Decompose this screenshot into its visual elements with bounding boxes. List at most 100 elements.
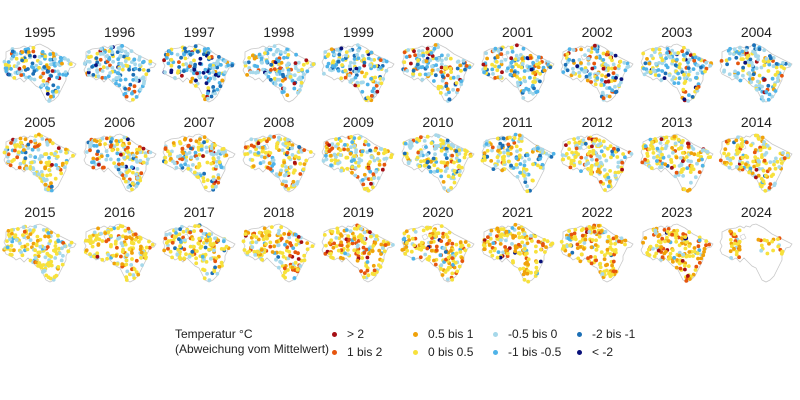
station-point: [609, 51, 614, 56]
station-point: [599, 229, 604, 233]
station-point: [498, 52, 503, 56]
station-point: [579, 61, 584, 65]
station-point: [551, 151, 556, 156]
station-point: [25, 247, 30, 252]
station-point: [6, 152, 11, 157]
station-point: [197, 74, 202, 79]
station-point: [166, 246, 171, 251]
station-point: [663, 71, 668, 76]
station-point: [603, 188, 608, 192]
station-point: [642, 72, 647, 77]
station-point: [409, 249, 414, 254]
station-point: [505, 151, 510, 156]
station-point: [268, 244, 272, 249]
station-point: [213, 143, 218, 148]
station-point: [606, 175, 611, 180]
station-point: [757, 173, 761, 178]
state-outline: [321, 133, 395, 193]
station-point: [296, 155, 301, 160]
station-point: [587, 225, 592, 229]
station-point: [110, 59, 115, 64]
station-point: [611, 62, 616, 67]
station-point: [359, 153, 364, 157]
station-point: [113, 242, 118, 246]
station-point: [99, 257, 104, 262]
station-point: [110, 65, 114, 70]
station-point: [230, 63, 235, 68]
station-point: [199, 144, 204, 148]
station-point: [695, 153, 700, 157]
station-point: [506, 159, 511, 164]
station-point: [765, 251, 770, 256]
station-point: [751, 171, 755, 176]
station-point: [451, 75, 456, 80]
station-point: [692, 58, 696, 63]
station-point: [579, 47, 584, 52]
station-point: [591, 148, 596, 153]
station-point: [349, 145, 354, 150]
station-point: [446, 53, 450, 58]
station-point: [522, 163, 526, 168]
station-point: [381, 77, 386, 81]
station-point: [729, 256, 734, 260]
station-point: [449, 70, 453, 74]
station-point: [605, 250, 610, 255]
station-point: [456, 74, 461, 79]
station-point: [124, 94, 129, 99]
station-point: [753, 150, 758, 155]
station-point: [345, 155, 350, 160]
station-point: [330, 158, 334, 163]
station-point: [445, 149, 449, 154]
station-point: [444, 232, 448, 237]
station-point: [20, 253, 25, 258]
station-point: [105, 66, 109, 70]
station-point: [181, 62, 186, 67]
station-point: [177, 65, 182, 69]
station-point: [686, 93, 691, 97]
station-point: [264, 139, 269, 144]
station-point: [171, 141, 176, 145]
station-point: [609, 155, 614, 160]
station-point: [363, 241, 367, 246]
station-point: [347, 237, 352, 242]
station-point: [703, 243, 708, 248]
station-point: [594, 158, 599, 162]
station-point: [439, 65, 444, 70]
station-point: [90, 165, 95, 170]
station-point: [355, 80, 360, 85]
station-point: [367, 251, 372, 256]
station-point: [592, 61, 597, 66]
station-point: [727, 57, 732, 61]
station-point: [775, 62, 779, 66]
station-point: [180, 73, 184, 78]
station-point: [535, 89, 539, 94]
station-point: [23, 156, 28, 161]
panel-year-label: 2016: [104, 204, 136, 220]
station-point: [688, 159, 693, 164]
station-point: [607, 94, 612, 99]
station-point: [294, 242, 298, 247]
station-point: [481, 243, 486, 247]
station-point: [610, 66, 615, 71]
bremen-outline: [739, 233, 747, 241]
station-point: [439, 267, 443, 271]
station-point: [402, 151, 407, 156]
station-point: [339, 46, 344, 51]
station-point: [266, 74, 271, 79]
station-point: [505, 142, 510, 147]
station-point: [269, 62, 273, 67]
station-point: [528, 234, 533, 238]
station-point: [445, 166, 449, 171]
station-point: [760, 243, 765, 248]
station-point: [612, 146, 616, 151]
station-point: [684, 51, 689, 56]
station-point: [118, 78, 123, 82]
station-point: [202, 140, 207, 145]
station-point: [562, 244, 566, 249]
station-point: [354, 166, 358, 170]
station-point: [665, 229, 670, 234]
station-point: [702, 69, 707, 74]
station-point: [205, 139, 210, 143]
station-point: [483, 51, 488, 56]
station-point: [460, 243, 465, 248]
